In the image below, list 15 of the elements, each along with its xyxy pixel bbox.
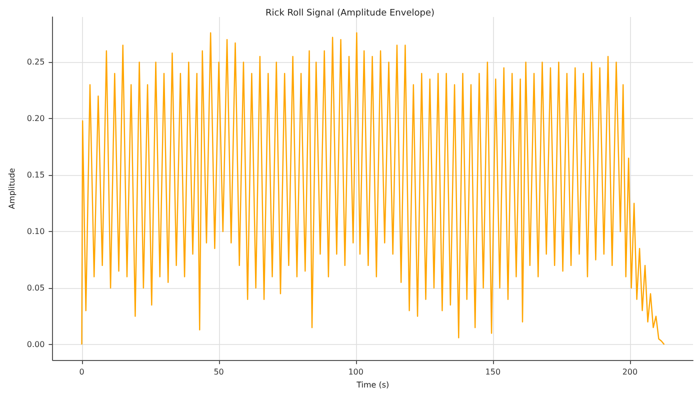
chart-title: Rick Roll Signal (Amplitude Envelope) [265, 8, 435, 18]
y-tick-label: 0.15 [26, 170, 45, 180]
x-axis-title: Time (s) [356, 380, 390, 390]
line-series [81, 32, 665, 346]
y-axis-title: Amplitude [8, 168, 16, 210]
x-tick-label: 0 [79, 368, 84, 377]
y-tick-label: 0.05 [26, 284, 45, 293]
x-tick-label: 200 [622, 368, 638, 377]
x-tick-label: 50 [214, 368, 224, 377]
x-tick-label: 100 [348, 368, 364, 377]
y-tick-label: 0.25 [26, 58, 45, 67]
y-tick-label: 0.00 [26, 340, 45, 350]
y-tick-label: 0.20 [26, 114, 45, 124]
y-tick-label: 0.10 [26, 227, 45, 236]
x-tick-label: 150 [485, 368, 501, 377]
